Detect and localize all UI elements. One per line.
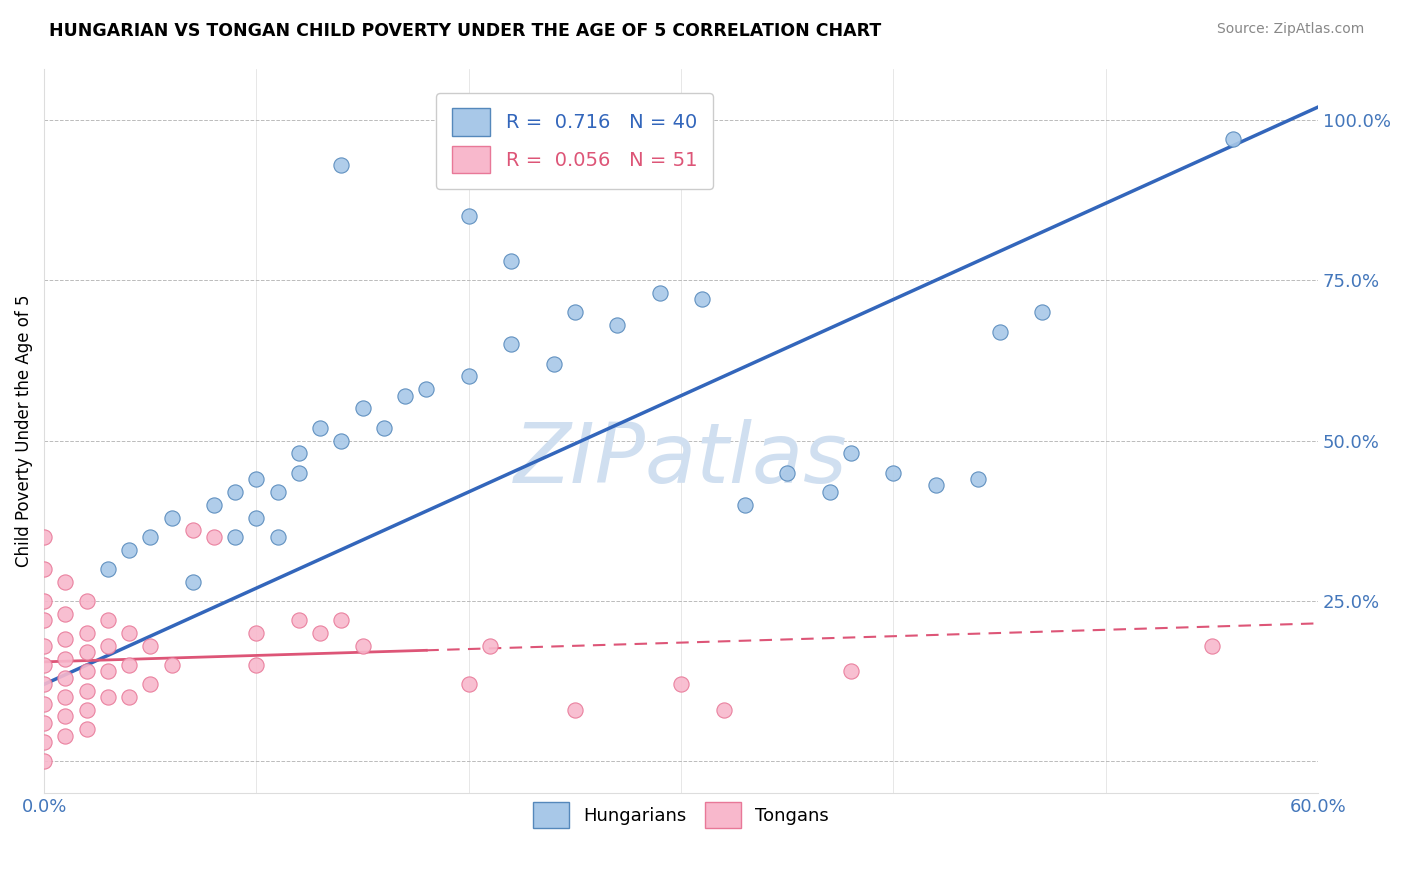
Point	[692, 293, 714, 307]
Point	[352, 401, 374, 416]
Text: ZIPatlas: ZIPatlas	[515, 419, 848, 500]
Point	[288, 446, 311, 460]
Point	[501, 254, 523, 268]
Point	[32, 639, 55, 653]
Point	[266, 530, 288, 544]
Point	[32, 562, 55, 576]
Point	[1201, 639, 1223, 653]
Text: HUNGARIAN VS TONGAN CHILD POVERTY UNDER THE AGE OF 5 CORRELATION CHART: HUNGARIAN VS TONGAN CHILD POVERTY UNDER …	[49, 22, 882, 40]
Point	[76, 703, 98, 717]
Point	[76, 683, 98, 698]
Point	[394, 389, 416, 403]
Point	[97, 562, 120, 576]
Point	[53, 574, 76, 589]
Point	[543, 357, 565, 371]
Point	[967, 472, 990, 486]
Point	[53, 607, 76, 621]
Point	[373, 421, 395, 435]
Point	[53, 671, 76, 685]
Point	[415, 382, 437, 396]
Point	[479, 639, 502, 653]
Point	[648, 286, 671, 301]
Point	[118, 626, 141, 640]
Point	[53, 651, 76, 665]
Point	[97, 613, 120, 627]
Point	[245, 472, 267, 486]
Point	[818, 484, 841, 499]
Point	[97, 665, 120, 679]
Point	[53, 632, 76, 647]
Point	[564, 305, 586, 319]
Point	[713, 703, 735, 717]
Point	[352, 639, 374, 653]
Point	[97, 690, 120, 705]
Point	[266, 484, 288, 499]
Point	[97, 639, 120, 653]
Point	[76, 594, 98, 608]
Point	[988, 325, 1011, 339]
Point	[53, 709, 76, 723]
Point	[224, 484, 246, 499]
Point	[76, 722, 98, 736]
Point	[181, 574, 204, 589]
Point	[245, 658, 267, 673]
Point	[669, 677, 692, 691]
Point	[118, 542, 141, 557]
Point	[245, 626, 267, 640]
Point	[76, 665, 98, 679]
Point	[330, 613, 353, 627]
Y-axis label: Child Poverty Under the Age of 5: Child Poverty Under the Age of 5	[15, 294, 32, 567]
Point	[734, 498, 756, 512]
Point	[309, 626, 332, 640]
Point	[202, 498, 225, 512]
Point	[139, 677, 162, 691]
Point	[160, 510, 183, 524]
Point	[76, 645, 98, 659]
Point	[76, 626, 98, 640]
Text: Source: ZipAtlas.com: Source: ZipAtlas.com	[1216, 22, 1364, 37]
Point	[776, 466, 799, 480]
Point	[53, 690, 76, 705]
Point	[309, 421, 332, 435]
Point	[32, 715, 55, 730]
Point	[181, 524, 204, 538]
Point	[564, 703, 586, 717]
Point	[288, 613, 311, 627]
Point	[839, 446, 862, 460]
Point	[32, 594, 55, 608]
Point	[32, 613, 55, 627]
Point	[288, 466, 311, 480]
Point	[501, 337, 523, 351]
Point	[32, 754, 55, 768]
Point	[118, 690, 141, 705]
Point	[457, 677, 479, 691]
Point	[32, 735, 55, 749]
Point	[32, 697, 55, 711]
Point	[32, 677, 55, 691]
Point	[224, 530, 246, 544]
Point	[1222, 132, 1244, 146]
Point	[839, 665, 862, 679]
Point	[457, 209, 479, 223]
Point	[925, 478, 948, 492]
Point	[330, 434, 353, 448]
Point	[139, 639, 162, 653]
Legend: Hungarians, Tongans: Hungarians, Tongans	[526, 795, 837, 835]
Point	[1031, 305, 1053, 319]
Point	[32, 658, 55, 673]
Point	[882, 466, 904, 480]
Point	[202, 530, 225, 544]
Point	[330, 158, 353, 172]
Point	[160, 658, 183, 673]
Point	[139, 530, 162, 544]
Point	[53, 729, 76, 743]
Point	[118, 658, 141, 673]
Point	[245, 510, 267, 524]
Point	[457, 369, 479, 384]
Point	[606, 318, 628, 332]
Point	[32, 530, 55, 544]
